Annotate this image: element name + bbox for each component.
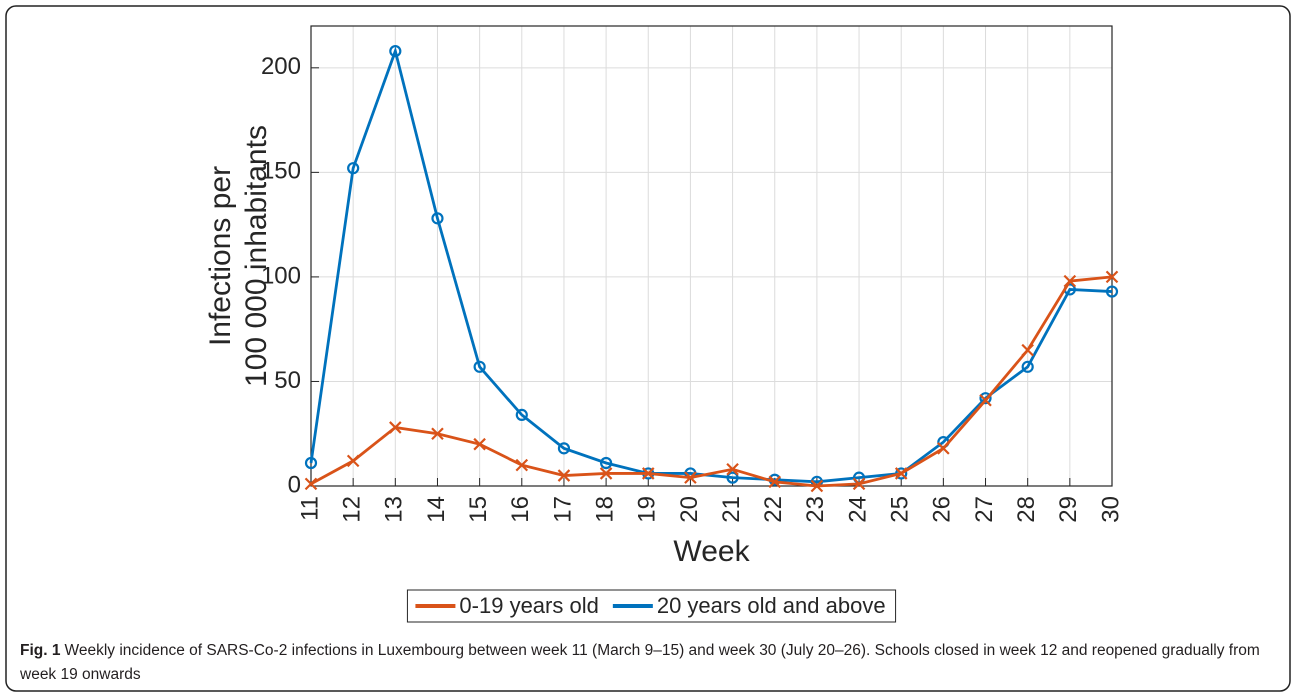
marker [726,471,739,484]
x-tick-label: 26 [929,496,956,523]
marker [894,467,908,480]
series-line [309,46,1113,484]
x-tick-label: 19 [634,496,661,523]
y-tick-label: 100 [261,262,301,289]
y-tick-label: 200 [261,53,301,80]
marker [431,212,444,225]
x-tick-label: 17 [549,496,576,523]
marker [641,467,655,480]
y-axis-label: 100 000 inhabitants [240,125,273,387]
marker [726,462,739,476]
marker [389,44,402,58]
marker [515,458,529,472]
marker [557,442,571,455]
marker [979,392,992,405]
y-tick-label: 50 [274,367,301,394]
x-tick-label: 18 [591,496,618,523]
x-tick-label: 11 [296,496,323,521]
plot-area [311,26,1112,486]
marker [389,421,402,434]
series-line [310,275,1113,488]
x-tick-label: 28 [1013,496,1040,523]
x-tick-label: 24 [844,496,871,523]
marker [1021,360,1034,373]
caption-text: Weekly incidence of SARS-Co-2 infections… [20,642,1260,683]
marker [473,360,486,373]
marker [557,469,571,482]
plot: 0 50 100 150 200 11 12 13 14 15 16 17 18 19 20 21 22 23 24… [204,25,1124,623]
marker [515,408,528,422]
marker [979,393,992,407]
marker [1021,343,1034,357]
x-axis-label: Week [673,535,750,568]
marker [1105,285,1119,298]
legend-label: 20 years old and above [657,593,886,618]
marker [599,467,613,480]
marker [1105,270,1119,284]
marker [304,456,318,470]
x-tick-label: 20 [676,496,703,523]
figure-border [5,5,1291,692]
legend-box [406,589,897,623]
x-tick-label: 12 [339,496,366,523]
marker [810,479,824,493]
y-tick-label: 0 [288,471,301,498]
marker [304,477,318,491]
x-tick-label: 30 [1097,496,1124,523]
marker [347,162,360,175]
marker [768,475,782,489]
x-tick-label: 25 [887,496,914,523]
x-tick-label: 22 [760,496,787,523]
marker [684,471,697,484]
x-tick-label: 29 [1055,496,1082,523]
marker [431,427,444,441]
x-tick-label: 16 [507,496,534,523]
marker [473,437,486,451]
legend-label: 0-19 years old [459,593,598,618]
legend: 0-19 years old 20 years old and above [406,589,897,623]
marker [346,454,360,468]
x-tick-label: 21 [718,496,745,523]
x-tick-label: 23 [802,496,829,523]
y-axis-label: Infections per [204,166,237,346]
marker [937,442,950,455]
x-tick-label: 14 [423,496,450,523]
marker [852,477,866,491]
axes-box [310,25,1113,487]
marker [1063,274,1077,288]
caption-label: Fig. 1 [20,642,61,659]
marker [600,456,613,470]
x-tick-label: 13 [381,496,408,523]
y-tick-label: 150 [261,158,301,185]
x-tick-label: 27 [971,496,998,523]
x-tick-label: 15 [465,496,492,523]
caption: Fig. 1 Weekly incidence of SARS-Co-2 infe… [20,639,1270,687]
